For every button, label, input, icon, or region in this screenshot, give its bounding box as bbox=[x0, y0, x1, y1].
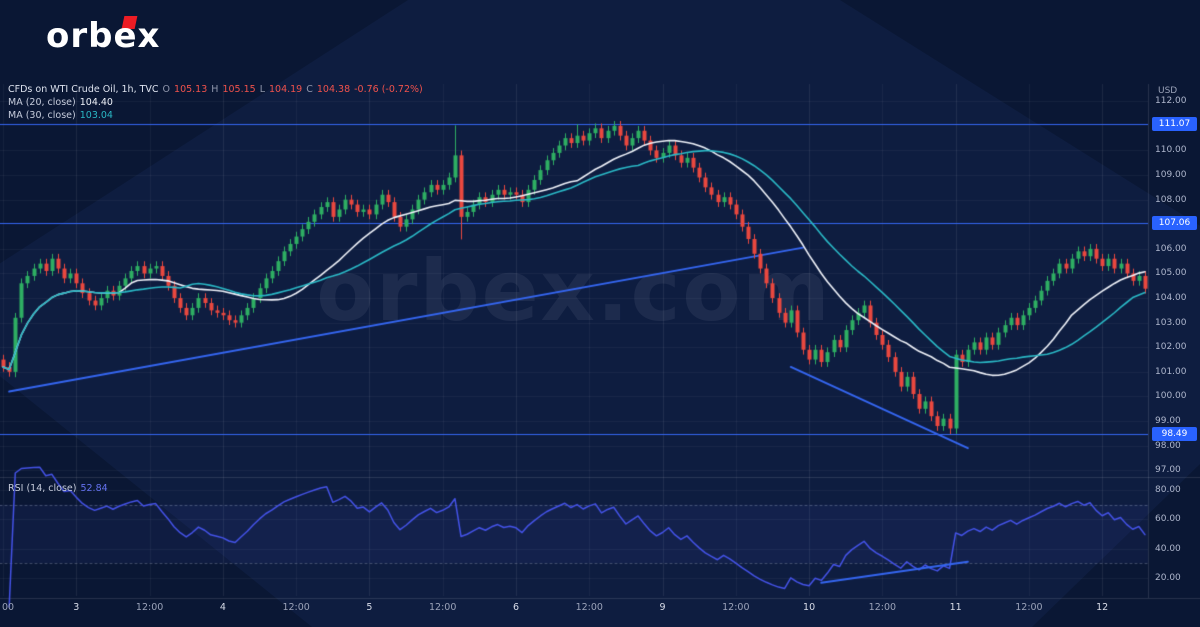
ma30-value: 103.04 bbox=[79, 110, 113, 121]
ma20-legend-row[interactable]: MA (20, close) 104.40 bbox=[8, 97, 113, 109]
price-tick-label: 110.00 bbox=[1155, 145, 1187, 156]
price-tick-label: 104.00 bbox=[1155, 293, 1187, 304]
time-tick-label: 00 bbox=[2, 602, 15, 613]
price-axis[interactable]: 112.00 110.00 109.00 108.00 106.00 105.00 104.… bbox=[1150, 0, 1200, 627]
ma30-label: MA (30, close) bbox=[8, 110, 76, 121]
time-tick-label: 10 bbox=[803, 602, 816, 613]
rsi-axis[interactable]: 80.00 60.00 40.00 20.00 bbox=[1150, 0, 1200, 627]
price-tick-label: 100.00 bbox=[1155, 391, 1187, 402]
price-level-badge: 111.07 bbox=[1152, 117, 1197, 132]
price-tick-label: 108.00 bbox=[1155, 194, 1187, 205]
time-tick-label: 12:00 bbox=[429, 602, 457, 613]
rsi-tick-label: 20.00 bbox=[1155, 572, 1181, 583]
price-tick-label: 102.00 bbox=[1155, 342, 1187, 353]
time-tick-label: 12:00 bbox=[1015, 602, 1043, 613]
price-tick-label: 112.00 bbox=[1155, 96, 1187, 107]
time-tick-label: 12:00 bbox=[575, 602, 603, 613]
time-tick-label: 3 bbox=[73, 602, 80, 613]
currency-label: USD bbox=[1158, 86, 1178, 96]
change-value: -0.76 (-0.72%) bbox=[354, 84, 423, 95]
rsi-legend-row[interactable]: RSI (14, close) 52.84 bbox=[8, 483, 108, 495]
ohlc-open-value: 105.13 bbox=[174, 84, 208, 95]
price-tick-label: 101.00 bbox=[1155, 366, 1187, 377]
price-level-badge: 107.06 bbox=[1152, 215, 1197, 230]
rsi-tick-label: 80.00 bbox=[1155, 485, 1181, 496]
ohlc-close-value: 104.38 bbox=[316, 84, 351, 95]
ohlc-open-label: O bbox=[162, 84, 171, 95]
symbol-title: CFDs on WTI Crude Oil, 1h, TVC bbox=[8, 84, 159, 95]
ohlc-high-label: H bbox=[211, 84, 219, 95]
time-tick-label: 12 bbox=[1096, 602, 1109, 613]
time-tick-label: 12:00 bbox=[868, 602, 897, 613]
time-tick-label: 12:00 bbox=[282, 602, 310, 613]
time-tick-label: 12:00 bbox=[135, 602, 164, 613]
time-tick-label: 9 bbox=[659, 602, 666, 613]
ohlc-high-value: 105.15 bbox=[222, 84, 256, 95]
logo-text: orbex bbox=[46, 16, 161, 56]
price-tick-label: 109.00 bbox=[1155, 170, 1187, 181]
orbex-logo[interactable]: orbex bbox=[46, 16, 206, 64]
price-tick-label: 98.00 bbox=[1155, 440, 1181, 451]
price-tick-label: 105.00 bbox=[1155, 268, 1187, 279]
time-tick-label: 6 bbox=[512, 602, 520, 613]
rsi-tick-label: 60.00 bbox=[1155, 514, 1181, 525]
ma20-value: 104.40 bbox=[79, 97, 113, 108]
rsi-tick-label: 40.00 bbox=[1155, 543, 1181, 554]
price-tick-label: 99.00 bbox=[1155, 416, 1181, 427]
time-tick-label: 5 bbox=[366, 602, 373, 613]
rsi-value: 52.84 bbox=[80, 483, 108, 494]
ma30-legend-row[interactable]: MA (30, close) 103.04 bbox=[8, 110, 113, 122]
price-tick-label: 103.00 bbox=[1155, 317, 1187, 328]
ohlc-low-label: L bbox=[259, 84, 265, 95]
time-tick-label: 12:00 bbox=[722, 602, 750, 613]
rsi-label: RSI (14, close) bbox=[8, 483, 77, 494]
ohlc-low-value: 104.19 bbox=[268, 84, 303, 95]
ohlc-close-label: C bbox=[306, 84, 313, 95]
symbol-legend-row[interactable]: CFDs on WTI Crude Oil, 1h, TVC O 105.13 … bbox=[8, 84, 423, 96]
price-tick-label: 97.00 bbox=[1155, 465, 1181, 476]
ma20-label: MA (20, close) bbox=[8, 97, 76, 108]
price-level-badge: 98.49 bbox=[1152, 426, 1197, 441]
time-tick-label: 4 bbox=[219, 602, 226, 613]
time-tick-label: 11 bbox=[949, 602, 962, 613]
price-tick-label: 106.00 bbox=[1155, 243, 1187, 254]
